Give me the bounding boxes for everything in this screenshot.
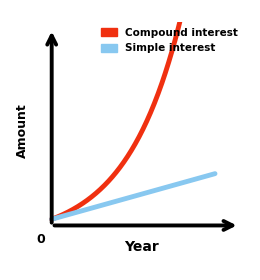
- Text: Year: Year: [124, 240, 159, 254]
- Legend: Compound interest, Simple interest: Compound interest, Simple interest: [101, 28, 238, 53]
- Text: 0: 0: [36, 234, 45, 246]
- Text: Amount: Amount: [16, 103, 29, 158]
